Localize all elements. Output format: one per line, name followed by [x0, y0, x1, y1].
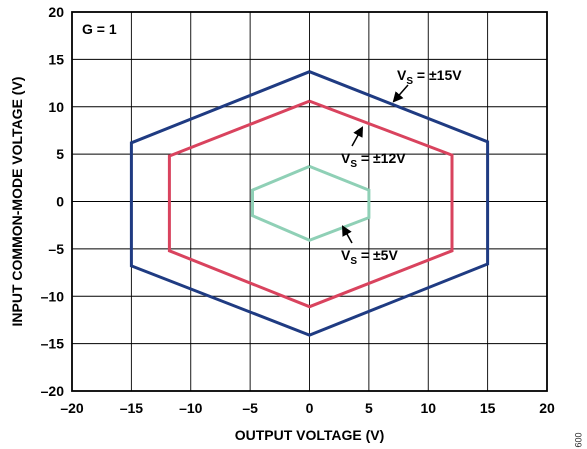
- gain-label-box: [74, 14, 130, 48]
- x-tick-label: –20: [60, 400, 84, 416]
- x-tick-label: –5: [242, 400, 258, 416]
- y-tick-label: 10: [48, 99, 64, 115]
- y-tick-label: –5: [48, 241, 64, 257]
- y-tick-label: –10: [41, 288, 65, 304]
- y-axis-title: INPUT COMMON-MODE VOLTAGE (V): [9, 77, 25, 327]
- annotations: VS = ±15V VS = ±12V VS = ±5V: [341, 67, 462, 267]
- y-tick-label: 15: [48, 51, 64, 67]
- series-line-1: [129, 70, 490, 337]
- x-axis-title: OUTPUT VOLTAGE (V): [235, 427, 385, 443]
- series-annotation: VS = ±12V: [341, 150, 406, 170]
- x-tick-label: 15: [480, 400, 496, 416]
- figure-number: 009: [573, 432, 583, 447]
- x-tick-label: 0: [306, 400, 314, 416]
- tick-labels: –20 –15 –10 –5 0 5 10 15 20 –20 –15 –10 –5 0 5 10 15 20: [41, 4, 555, 416]
- y-tick-label: 20: [48, 4, 64, 20]
- x-tick-label: 10: [420, 400, 436, 416]
- y-tick-label: –20: [41, 383, 65, 399]
- x-tick-label: –10: [179, 400, 203, 416]
- plot-frame: [71, 11, 548, 392]
- annotation-arrow: [392, 84, 409, 103]
- y-tick-label: –15: [41, 336, 65, 352]
- series-line-3: [251, 165, 371, 242]
- x-tick-label: 5: [365, 400, 373, 416]
- y-tick-label: 5: [56, 146, 64, 162]
- gain-label: G = 1: [82, 21, 117, 37]
- annotation-arrow: [341, 225, 353, 244]
- y-tick-label: 0: [56, 194, 64, 210]
- x-tick-label: 20: [539, 400, 555, 416]
- series-annotation: VS = ±15V: [397, 67, 462, 87]
- series-annotation: VS = ±5V: [341, 247, 398, 267]
- series-group: [129, 70, 490, 337]
- series-line-2: [167, 99, 454, 309]
- x-tick-label: –15: [120, 400, 144, 416]
- annotation-arrow: [351, 126, 364, 147]
